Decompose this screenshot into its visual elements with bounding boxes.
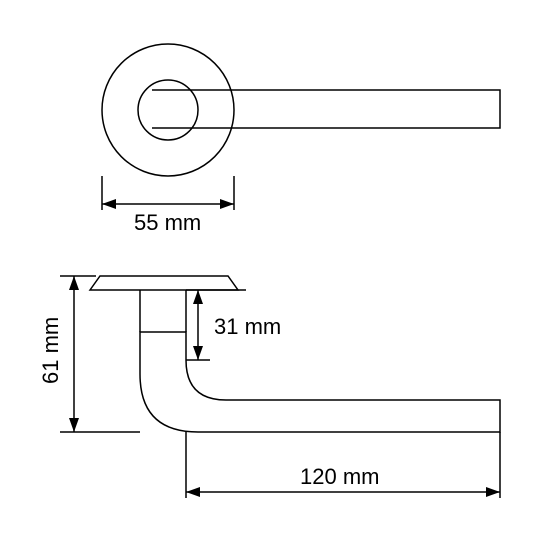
dim-120mm: 120 mm (186, 432, 500, 498)
lever-top (152, 90, 500, 128)
dim-61mm: 61 mm (38, 276, 140, 432)
side-view: 61 mm 31 mm 120 mm (38, 276, 500, 498)
dim-61mm-label: 61 mm (38, 317, 63, 384)
dim-55mm: 55 mm (102, 176, 234, 235)
neck (140, 290, 186, 332)
dim-120mm-label: 120 mm (300, 464, 379, 489)
dim-55mm-label: 55 mm (134, 210, 201, 235)
technical-drawing: 55 mm 61 mm 31 mm (0, 0, 551, 551)
rose-inner (138, 80, 198, 140)
dim-31mm-label: 31 mm (214, 314, 281, 339)
rose-outer (102, 44, 234, 176)
dim-31mm: 31 mm (186, 290, 281, 360)
rose-plate (90, 276, 238, 290)
top-view: 55 mm (102, 44, 500, 235)
